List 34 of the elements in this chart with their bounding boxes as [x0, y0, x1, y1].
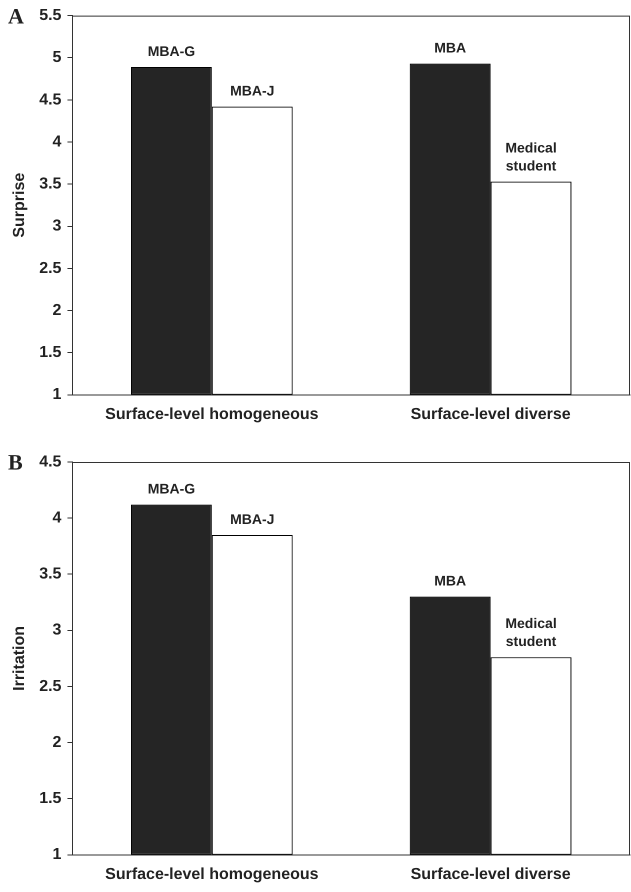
data-label: Medical student — [505, 615, 557, 650]
x-tick-label: Surface-level diverse — [410, 866, 571, 883]
y-tick-label: 1 — [52, 386, 62, 404]
y-tick-label: 3.5 — [39, 566, 62, 583]
y-tick-label: 2 — [52, 302, 62, 319]
y-axis-title: Irritation — [11, 626, 28, 691]
y-tick-label: 5.5 — [39, 7, 62, 24]
y-tick-label: 3.5 — [39, 176, 62, 193]
y-tick-label: 2.5 — [39, 678, 62, 695]
x-tick-label: Surface-level homogeneous — [105, 866, 319, 883]
data-label: MBA — [434, 39, 466, 56]
y-tick-label: 5 — [52, 49, 62, 66]
y-tick-label: 4.5 — [39, 453, 62, 470]
y-tick-label: 4 — [52, 133, 62, 150]
data-label: MBA-G — [148, 480, 196, 497]
y-tick-label: 1.5 — [39, 790, 62, 808]
y-tick-label: 3 — [52, 622, 62, 639]
data-label: MBA-J — [230, 82, 274, 98]
y-tick-label: 3 — [52, 218, 62, 235]
chart-title: B — [8, 450, 23, 475]
y-axis-title: Surprise — [11, 172, 28, 238]
data-label: MBA-G — [148, 42, 196, 59]
data-label: MBA-J — [230, 510, 274, 527]
y-tick-label: 4 — [52, 510, 62, 527]
chart-title: A — [8, 3, 24, 28]
data-label: MBA — [434, 572, 466, 589]
y-tick-label: 2.5 — [39, 260, 62, 277]
y-tick-label: 1 — [52, 846, 62, 864]
data-label: Medical student — [505, 139, 557, 174]
y-tick-label: 4.5 — [39, 91, 62, 108]
x-tick-label: Surface-level diverse — [410, 406, 571, 423]
x-tick-label: Surface-level homogeneous — [105, 406, 319, 423]
y-tick-label: 2 — [52, 734, 62, 751]
y-tick-label: 1.5 — [39, 344, 62, 362]
